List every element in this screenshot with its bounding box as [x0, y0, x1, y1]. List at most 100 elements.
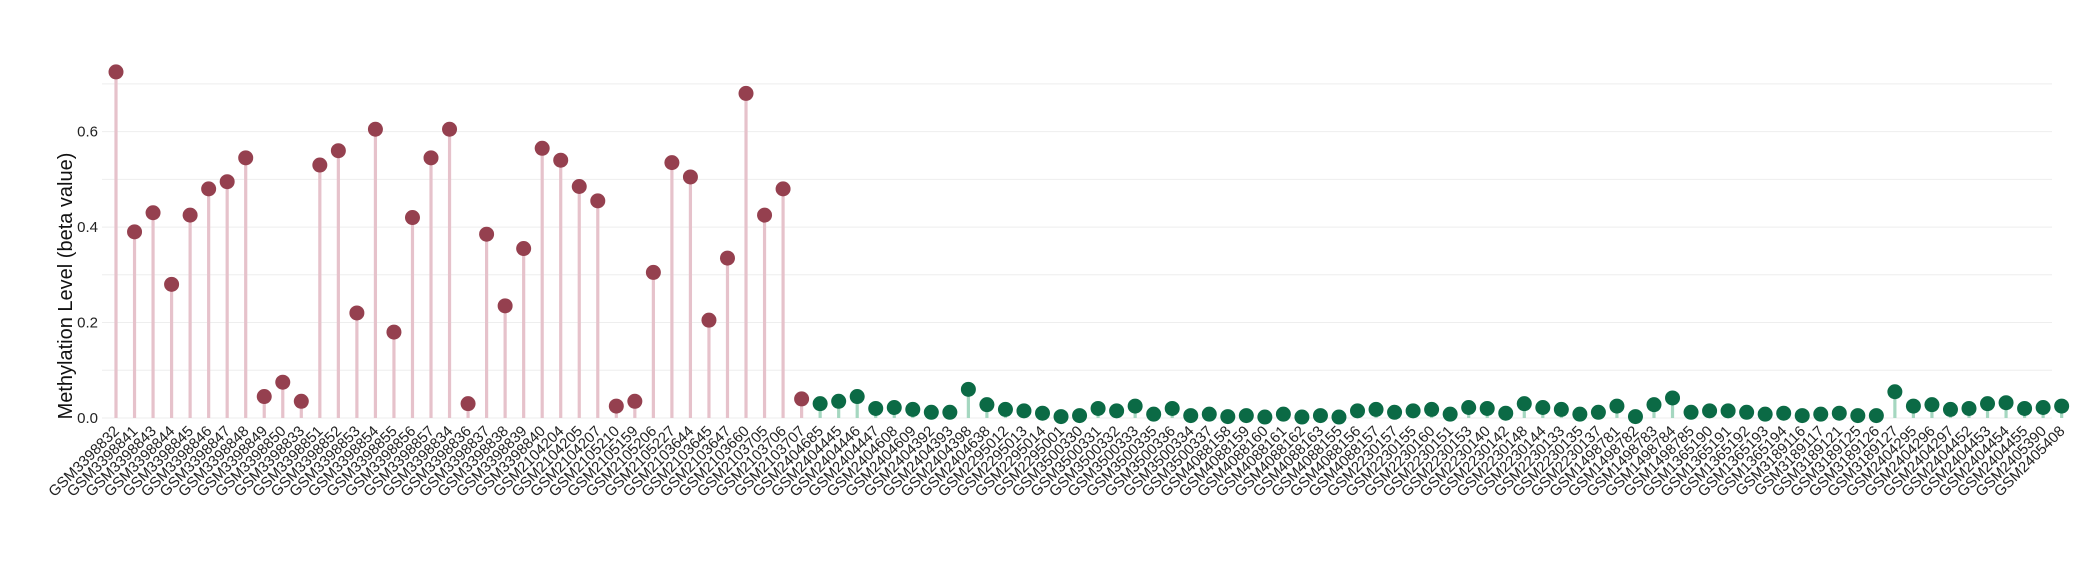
lollipop-dot: [497, 298, 513, 314]
lollipop-dot: [608, 398, 624, 414]
y-axis-ticks: 0.0 0.2 0.4 0.6: [77, 124, 98, 427]
lollipop-dot: [164, 276, 180, 292]
grid-lines: [102, 83, 2052, 419]
lollipop-dot: [1553, 401, 1569, 417]
lollipop-dot: [1442, 406, 1458, 422]
lollipop-dot: [868, 400, 884, 416]
y-tick-label: 0.6: [77, 124, 98, 141]
lollipop-dot: [1739, 404, 1755, 420]
lollipop-dot: [1368, 401, 1384, 417]
x-axis-labels: GSM3398832GSM3398841GSM3398843GSM3398844…: [45, 423, 2068, 500]
lollipop-dot: [293, 393, 309, 409]
lollipop-dot: [460, 396, 476, 412]
lollipop-dot: [1424, 401, 1440, 417]
lollipop-dot: [312, 157, 328, 173]
lollipop-dot: [942, 404, 958, 420]
lollipop-dot: [2054, 398, 2070, 414]
lollipop-dot: [1164, 400, 1180, 416]
lollipop-dot: [238, 150, 254, 166]
lollipop-dot: [590, 193, 606, 209]
lollipop-dot: [1257, 409, 1273, 425]
y-tick-label: 0.2: [77, 315, 98, 332]
lollipop-dot: [386, 324, 402, 340]
lollipop-dot: [2017, 400, 2033, 416]
lollipop-dot: [905, 401, 921, 417]
lollipop-dot: [256, 389, 272, 405]
lollipop-dot: [1387, 404, 1403, 420]
lollipop-dot: [108, 64, 124, 80]
lollipop-dot: [1868, 408, 1884, 424]
lollipop-dot: [1850, 408, 1866, 424]
lollipop-dot: [812, 396, 828, 412]
lollipop-dot: [1794, 408, 1810, 424]
lollipop-dot: [738, 85, 754, 101]
lollipop-dot: [1053, 409, 1069, 425]
lollipop-dot: [682, 169, 698, 185]
lollipop-dot: [1405, 403, 1421, 419]
lollipop-dot: [1183, 408, 1199, 424]
lollipop-dot: [1813, 406, 1829, 422]
lollipop-dot: [1831, 405, 1847, 421]
lollipop-dot: [571, 178, 587, 194]
lollipop-dot: [1627, 409, 1643, 425]
lollipop-dot: [1127, 398, 1143, 414]
y-axis-title: Methylation Level (beta value): [55, 153, 77, 420]
lollipop-dot: [1350, 403, 1366, 419]
y-tick-label: 0.4: [77, 219, 98, 236]
lollipop-dot: [1720, 403, 1736, 419]
lollipop-dot: [1312, 408, 1328, 424]
lollipop-dot: [1461, 399, 1477, 415]
lollipop-dot: [182, 207, 198, 223]
lollipop-dot: [1109, 403, 1125, 419]
lollipop-dot: [1201, 406, 1217, 422]
lollipop-dot: [423, 150, 439, 166]
lollipop-dot: [1776, 405, 1792, 421]
lollipop-dot: [1275, 406, 1291, 422]
lollipop-dot: [1683, 404, 1699, 420]
lollipop-dot: [1702, 403, 1718, 419]
lollipop-dot: [1016, 403, 1032, 419]
lollipop-dot: [1294, 409, 1310, 425]
lollipop-dot: [831, 393, 847, 409]
lollipop-dot: [886, 399, 902, 415]
lollipop-dot: [1887, 384, 1903, 400]
lollipop-dot: [1980, 396, 1996, 412]
lollipop-dot: [1090, 400, 1106, 416]
lollipop-dot: [664, 155, 680, 171]
lollipop-dot: [404, 210, 420, 226]
lollipop-dot: [1646, 397, 1662, 413]
lollipop-dot: [1072, 408, 1088, 424]
lollipop-dot: [1590, 404, 1606, 420]
lollipop-dot: [794, 391, 810, 407]
lollipop-dot: [701, 312, 717, 328]
lollipop-dot: [349, 305, 365, 321]
lollipop-dot: [2035, 399, 2051, 415]
lollipop-dot: [775, 181, 791, 197]
lollipop-stems: [114, 71, 2064, 418]
y-tick-label: 0.0: [77, 410, 98, 427]
lollipop-dot: [1665, 390, 1681, 406]
lollipop-dot: [275, 374, 291, 390]
lollipop-dot: [960, 381, 976, 397]
lollipop-dots: [108, 64, 2070, 425]
lollipop-dot: [1942, 401, 1958, 417]
lollipop-dot: [516, 241, 532, 257]
lollipop-dot: [534, 140, 550, 156]
lollipop-dot: [145, 205, 161, 221]
lollipop-dot: [1924, 397, 1940, 413]
lollipop-dot: [479, 226, 495, 242]
lollipop-dot: [219, 174, 235, 190]
lollipop-dot: [997, 401, 1013, 417]
lollipop-dot: [1331, 409, 1347, 425]
lollipop-dot: [1498, 405, 1514, 421]
lollipop-dot: [1479, 400, 1495, 416]
lollipop-dot: [627, 393, 643, 409]
lollipop-dot: [849, 389, 865, 405]
lollipop-dot: [1516, 396, 1532, 412]
lollipop-dot: [1220, 409, 1236, 425]
lollipop-dot: [923, 404, 939, 420]
lollipop-dot: [442, 121, 458, 137]
lollipop-dot: [757, 207, 773, 223]
lollipop-dot: [1572, 406, 1588, 422]
